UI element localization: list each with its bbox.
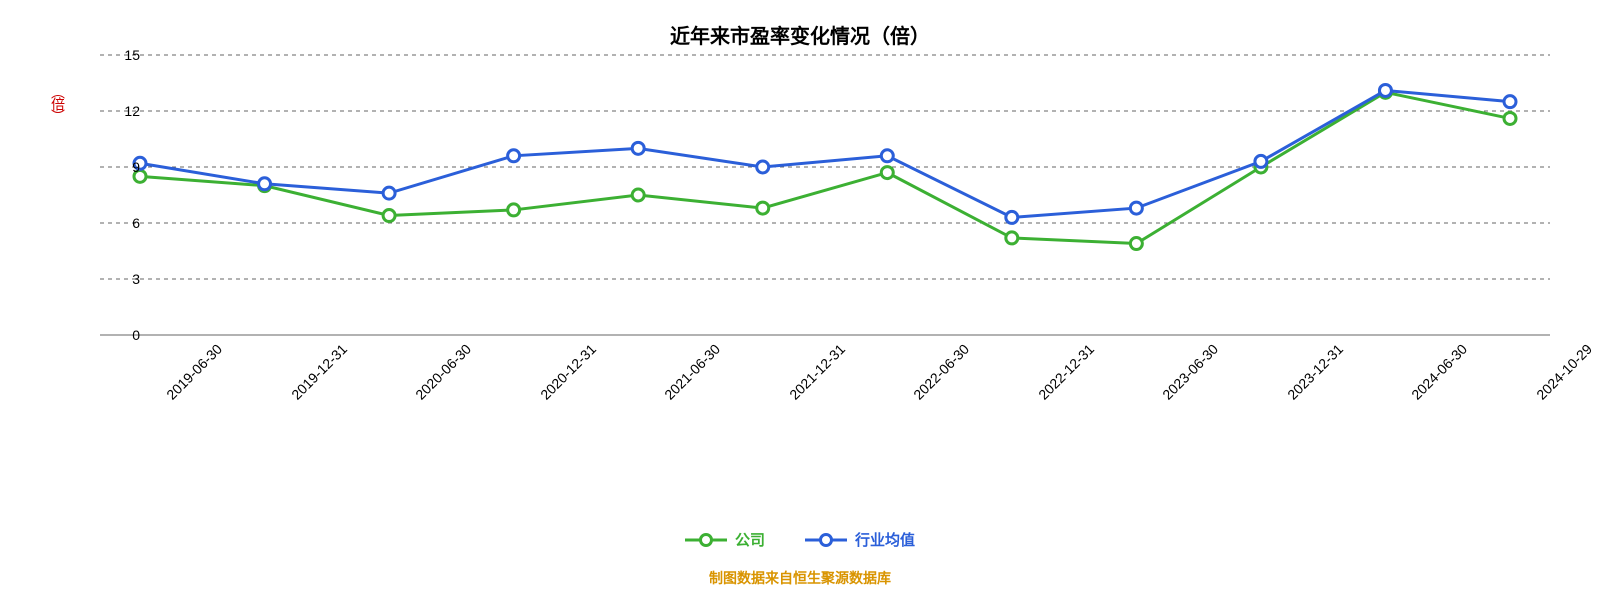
y-tick-label: 9 [100,159,140,175]
x-tick-label: 2019-12-31 [288,341,350,403]
x-tick-label: 2020-06-30 [412,341,474,403]
y-tick-label: 15 [100,47,140,63]
series-marker-1 [1379,84,1391,96]
series-marker-1 [508,150,520,162]
y-axis-label: （倍） [48,85,68,121]
series-marker-1 [757,161,769,173]
x-tick-label: 2023-06-30 [1160,341,1222,403]
series-marker-1 [259,178,271,190]
y-tick-label: 0 [100,327,140,343]
series-marker-0 [632,189,644,201]
y-tick-label: 12 [100,103,140,119]
y-tick-label: 3 [100,271,140,287]
x-tick-label: 2024-10-29 [1533,341,1595,403]
x-tick-label: 2023-12-31 [1284,341,1346,403]
series-marker-1 [383,187,395,199]
series-marker-0 [881,167,893,179]
series-marker-0 [1504,112,1516,124]
series-marker-0 [383,210,395,222]
series-line-1 [140,90,1510,217]
series-marker-0 [1130,238,1142,250]
legend-label: 公司 [735,529,765,550]
series-marker-0 [508,204,520,216]
x-tick-label: 2024-06-30 [1409,341,1471,403]
x-tick-label: 2019-06-30 [163,341,225,403]
chart-title: 近年来市盈率变化情况（倍） [0,0,1600,49]
x-tick-label: 2022-06-30 [910,341,972,403]
series-marker-1 [881,150,893,162]
series-marker-1 [1130,202,1142,214]
legend-label: 行业均值 [855,529,915,550]
legend-item-0: 公司 [685,529,765,550]
series-marker-1 [1255,155,1267,167]
chart-plot-area [100,55,1550,335]
legend-item-1: 行业均值 [805,529,915,550]
series-marker-1 [632,142,644,154]
y-tick-label: 6 [100,215,140,231]
chart-svg [100,55,1550,335]
x-tick-label: 2021-12-31 [786,341,848,403]
legend-marker [805,532,847,548]
footer-note: 制图数据来自恒生聚源数据库 [0,568,1600,588]
series-line-0 [140,92,1510,243]
legend: 公司 行业均值 [0,529,1600,550]
x-tick-label: 2020-12-31 [537,341,599,403]
series-marker-1 [1504,96,1516,108]
series-marker-1 [1006,211,1018,223]
legend-marker [685,532,727,548]
series-marker-0 [1006,232,1018,244]
x-tick-label: 2021-06-30 [661,341,723,403]
series-marker-0 [757,202,769,214]
x-tick-label: 2022-12-31 [1035,341,1097,403]
